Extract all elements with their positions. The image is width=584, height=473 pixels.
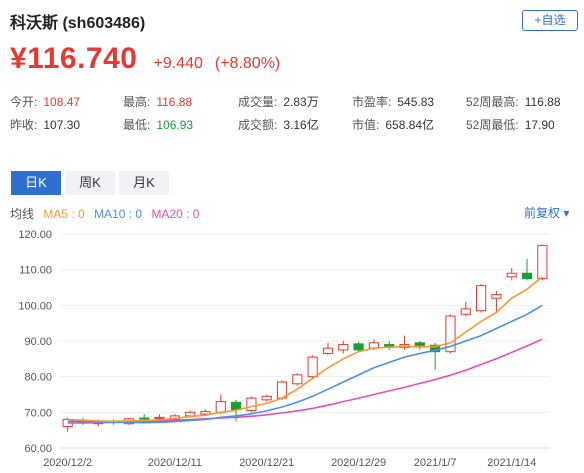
add-to-watchlist-button[interactable]: +自选 xyxy=(522,10,578,31)
stat-volume: 成交量: 2.83万 xyxy=(238,95,319,109)
candle-up xyxy=(491,294,502,299)
ma10-line xyxy=(67,304,543,424)
candle-up xyxy=(476,285,487,312)
stat-52w-low: 52周最低: 17.90 xyxy=(466,118,555,132)
current-price: ¥116.740 xyxy=(10,42,138,75)
stat-prev-close: 昨收: 107.30 xyxy=(10,118,81,132)
stats-row-1: 今开: 108.47 最高: 116.88 成交量: 2.83万 市盈率: 545.83… xyxy=(10,93,580,116)
ma-legend-label: 均线 xyxy=(10,207,35,221)
ma5-legend: MA5 : 0 xyxy=(43,207,85,221)
candle-down xyxy=(139,417,150,420)
x-tick-label: 2020/12/11 xyxy=(148,457,202,469)
y-tick-label: 70.00 xyxy=(24,407,52,419)
tab-monthly-k[interactable]: 月K xyxy=(119,171,169,195)
y-tick-label: 110.00 xyxy=(19,265,52,277)
adjust-dropdown[interactable]: 前复权 ▾ xyxy=(524,204,569,221)
candle-up xyxy=(445,315,456,353)
stat-turnover: 成交额: 3.16亿 xyxy=(238,118,319,132)
caret-down-icon: ▾ xyxy=(560,206,570,220)
ma-legend: 均线 MA5 : 0 MA10 : 0 MA20 : 0 xyxy=(10,205,205,222)
y-tick-label: 60.00 xyxy=(24,443,52,455)
candle-up xyxy=(154,416,165,419)
y-tick-label: 90.00 xyxy=(24,336,52,348)
tab-weekly-k[interactable]: 周K xyxy=(65,171,115,195)
candle-up xyxy=(506,272,517,278)
ma20-line xyxy=(67,338,543,424)
period-tabs: 日K 周K 月K xyxy=(11,171,173,195)
candle-up xyxy=(322,347,334,354)
candle-down xyxy=(231,401,242,410)
quote-stats: 今开: 108.47 最高: 116.88 成交量: 2.83万 市盈率: 545.83… xyxy=(10,93,580,139)
price-change-percent: (+8.80%) xyxy=(214,55,281,72)
ma20-legend: MA20 : 0 xyxy=(151,207,200,221)
adjust-label: 前复权 xyxy=(524,206,561,220)
candle-down xyxy=(521,272,533,280)
candle-up xyxy=(537,244,548,280)
x-tick-label: 2020/12/2 xyxy=(43,457,92,469)
candle-up xyxy=(246,397,257,412)
candle-up xyxy=(185,411,196,417)
stats-row-2: 昨收: 107.30 最低: 106.93 成交额: 3.16亿 市值: 658.84亿… xyxy=(10,116,580,139)
y-tick-label: 80.00 xyxy=(24,372,52,384)
x-tick-label: 2021/1/7 xyxy=(414,457,457,469)
candle-up xyxy=(292,374,303,385)
x-tick-label: 2021/1/14 xyxy=(487,457,536,469)
x-tick-label: 2020/12/29 xyxy=(331,457,386,469)
candle-down xyxy=(353,343,364,351)
candle-up xyxy=(215,401,226,413)
candle-up xyxy=(307,356,318,378)
ma5-line xyxy=(67,276,543,423)
candle-up xyxy=(261,395,272,401)
stat-open: 今开: 108.47 xyxy=(10,95,81,109)
y-tick-label: 100.00 xyxy=(18,300,52,312)
stat-market-cap: 市值: 658.84亿 xyxy=(352,118,435,132)
candlestick-chart[interactable]: 60.00 70.00 80.00 90.00 100.00 110.00 120.00 20… xyxy=(0,222,584,473)
stock-title: 科沃斯 (sh603486) xyxy=(10,15,146,32)
ma10-legend: MA10 : 0 xyxy=(94,207,143,221)
y-tick-label: 120.00 xyxy=(18,229,52,241)
quote-row: ¥116.740 +9.440 (+8.80%) xyxy=(10,42,280,80)
tab-daily-k[interactable]: 日K xyxy=(11,171,61,195)
candle-up xyxy=(460,308,471,315)
stat-low: 最低: 106.93 xyxy=(123,118,194,132)
stat-pe: 市盈率: 545.83 xyxy=(352,95,435,109)
stat-52w-high: 52周最高: 116.88 xyxy=(466,95,561,109)
candle-up xyxy=(200,411,211,415)
price-change: +9.440 xyxy=(153,55,203,72)
stat-high: 最高: 116.88 xyxy=(123,95,193,109)
candle-up xyxy=(338,344,349,351)
x-tick-label: 2020/12/21 xyxy=(239,457,294,469)
